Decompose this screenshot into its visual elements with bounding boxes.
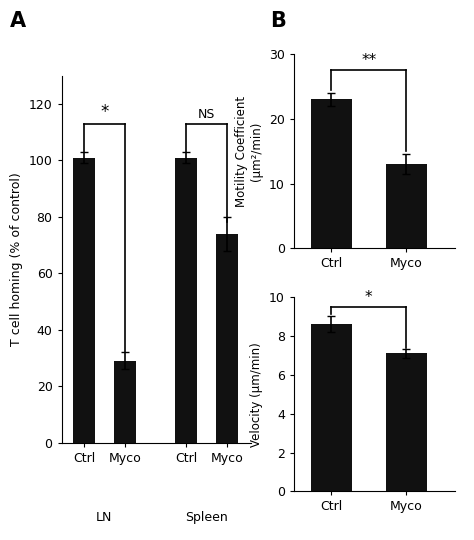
Bar (386, 353, 427, 491)
Text: **: ** (361, 53, 376, 68)
Text: A: A (9, 11, 26, 31)
Bar (114, 361, 136, 443)
Bar (386, 164, 427, 248)
Text: *: * (100, 103, 109, 121)
Y-axis label: Velocity (μm/min): Velocity (μm/min) (250, 342, 264, 447)
Text: B: B (270, 11, 286, 31)
Y-axis label: T cell homing (% of control): T cell homing (% of control) (10, 172, 23, 346)
Bar (73, 158, 95, 443)
Y-axis label: Motility Coefficient
(μm²/min): Motility Coefficient (μm²/min) (236, 96, 264, 207)
Bar (216, 234, 238, 443)
Text: Spleen: Spleen (185, 511, 228, 524)
Bar (175, 158, 197, 443)
Bar (311, 99, 352, 248)
Text: *: * (365, 290, 373, 305)
Text: NS: NS (198, 108, 215, 121)
Bar (311, 324, 352, 491)
Text: LN: LN (96, 511, 113, 524)
